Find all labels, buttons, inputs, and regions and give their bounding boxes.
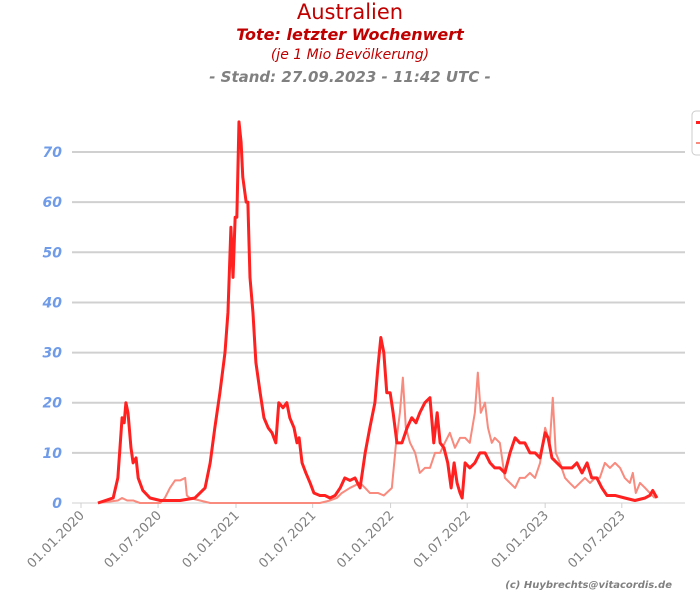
x-tick-label: 01.01.2021	[180, 508, 243, 571]
x-tick-label: 01.01.2022	[334, 508, 397, 571]
x-tick-label: 01.07.2021	[256, 508, 319, 571]
legend-marker-series1	[696, 121, 700, 124]
y-tick-label: 50	[43, 245, 63, 261]
legend-box	[691, 110, 700, 156]
y-tick-label: 40	[42, 295, 63, 311]
x-tick-label: 01.01.2023	[489, 508, 552, 571]
y-tick-label: 60	[43, 195, 63, 211]
chart-subtitle: Tote: letzter Wochenwert	[236, 25, 464, 44]
y-tick-label: 10	[43, 446, 63, 462]
x-tick-label: 01.07.2023	[565, 508, 628, 571]
series-line-series1	[97, 120, 659, 505]
credit-text: (c) Huybrechts@vitacordis.de	[505, 580, 672, 591]
x-tick-label: 01.07.2020	[102, 508, 165, 571]
x-tick-label: 01.07.2022	[411, 508, 474, 571]
y-tick-label: 70	[43, 145, 63, 161]
y-tick-label: 30	[43, 346, 63, 362]
y-tick-label: 20	[43, 396, 63, 412]
chart-title: Australien	[296, 0, 404, 24]
chart-timestamp: - Stand: 27.09.2023 - 11:42 UTC -	[209, 68, 491, 86]
y-tick-label: 0	[52, 496, 62, 512]
chart-note: (je 1 Mio Bevölkerung)	[270, 47, 430, 63]
legend-marker-series2	[696, 142, 700, 144]
series-line-series2	[97, 371, 656, 504]
x-tick-label: 01.01.2020	[25, 508, 88, 571]
